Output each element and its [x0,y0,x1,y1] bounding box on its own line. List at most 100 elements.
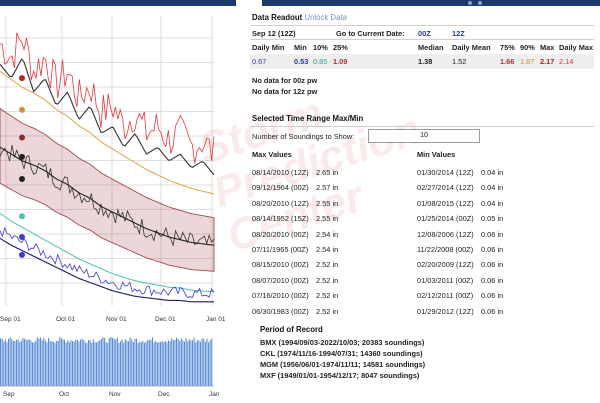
sounding-count-bar [100,338,102,386]
sounding-count-bar [148,339,150,386]
sounding-count-bar [128,341,130,386]
min-value-date: 12/08/2006 (12Z) [417,229,474,239]
pw-climatology-chart[interactable]: Sep 01 Oct 01 Nov 01 Dec 01 Jan 01 Sep Oct Nov D… [0,6,225,403]
sounding-count-bar [131,339,133,386]
x-tick-label: Dec 01 [155,316,176,323]
hdr-10pct: 10% [313,43,328,52]
sounding-count-bar [121,339,123,386]
x-tick-label-bottom: Dec [158,391,170,398]
unlock-data-link[interactable]: Unlock Data [304,13,347,22]
sounding-count-bar [4,339,6,386]
val-daily-min: 0.67 [252,57,267,66]
readout-marker [19,175,25,182]
max-value-date: 08/14/2010 (12Z) [252,168,309,177]
sounding-count-bar [140,342,142,386]
readout-values-row [250,54,594,69]
sounding-count-bar [65,342,67,386]
sounding-count-bar [56,340,58,386]
period-entry: MGM (1956/06/01-1974/11/11; 14581 soundi… [260,360,426,369]
min-value-date: 01/08/2015 (12Z) [417,198,474,208]
sounding-count-bar [160,342,162,386]
sounding-count-bar [180,338,182,386]
hdr-daily-mean: Daily Mean [452,43,491,52]
max-value-amount: 2.52 in [316,306,339,316]
daily-mean-series [0,144,215,247]
max-value-amount: 2.52 in [316,275,339,285]
min-value-date: 02/20/2009 (12Z) [417,260,474,270]
sounding-count-bar [204,341,206,386]
sounding-count-bar [30,340,32,386]
period-title: Period of Record [260,325,323,334]
sounding-count-bar [0,338,2,386]
min-trend-line [0,237,214,303]
sounding-count-bar [126,340,128,386]
sounding-count-bar [99,340,101,386]
x-tick-label: Sep 01 [0,316,21,323]
readout-marker [19,251,25,258]
sounding-count-bar [185,338,187,386]
sounding-count-bar [36,337,38,386]
max-value-date: 07/11/1965 (00Z) [252,245,309,254]
sounding-count-bar [107,342,109,386]
sounding-count-bar [72,341,74,386]
sounding-count-bar [169,341,171,386]
hdr-90pct: 90% [520,43,535,52]
divider [250,25,594,26]
max-value-date: 08/20/2010 (00Z) [252,229,309,239]
sounding-count-bar [35,340,37,386]
sounding-count-bar [46,342,48,386]
range-title: Selected Time Range Max/Min [252,114,364,123]
min-value-amount: 0.06 in [481,245,504,254]
min-value-date: 01/25/2014 (00Z) [417,214,474,224]
sounding-count-bar [211,338,213,386]
current-12z-button[interactable]: 12Z [452,29,465,38]
min-value-amount: 0.06 in [481,260,504,270]
max-value-amount: 2.57 in [316,183,339,193]
sounding-count-bar [96,342,98,386]
sounding-count-bar [201,338,203,386]
sounding-count-bar [174,339,176,386]
sounding-count-bar [92,339,94,386]
sounding-count-bar [132,342,134,386]
sounding-count-bar [124,339,126,386]
val-max: 2.17 [540,57,555,66]
sounding-count-bar [193,337,195,386]
val-25pct: 1.09 [333,57,348,66]
sounding-count-bar [177,338,179,386]
sounding-count-bar [11,339,13,386]
sounding-count-bar [75,339,77,386]
sounding-count-bar [54,342,56,386]
sounding-count-bar [188,339,190,386]
sounding-count-bar [176,337,178,386]
min-value-date: 01/03/2011 (00Z) [417,275,474,285]
min-value-amount: 0.04 in [481,198,504,208]
sounding-count-bar [70,340,72,386]
max-value-date: 07/16/2010 (00Z) [252,291,309,301]
current-00z-button[interactable]: 00Z [418,29,431,38]
sounding-count-bar [48,337,50,386]
sounding-count-bar [166,342,168,386]
val-min: 0.53 [294,57,309,66]
sounding-count-bar [150,339,152,386]
sounding-count-bar [9,337,11,386]
val-10pct: 0.85 [313,57,328,66]
sounding-count-bar [172,340,174,386]
sounding-count-bar [64,339,66,386]
top-bar [0,0,600,6]
sounding-count-bar [60,338,62,386]
sounding-count-bar [88,340,90,386]
sounding-count-bar [97,341,99,386]
sounding-count-bar [190,340,192,386]
sounding-count-bar [22,338,24,386]
hdr-min: Min [294,43,307,52]
val-daily-mean: 1.52 [452,57,467,66]
val-75pct: 1.66 [500,57,515,66]
soundings-input[interactable]: 10 [368,129,480,143]
sounding-count-bar [28,339,30,386]
divider [250,126,594,127]
sounding-count-bar [206,338,208,386]
sounding-count-bar [51,341,53,386]
sounding-count-bar [198,340,200,386]
max-value-date: 06/30/1983 (00Z) [252,306,309,316]
sounding-count-bar [38,338,40,386]
